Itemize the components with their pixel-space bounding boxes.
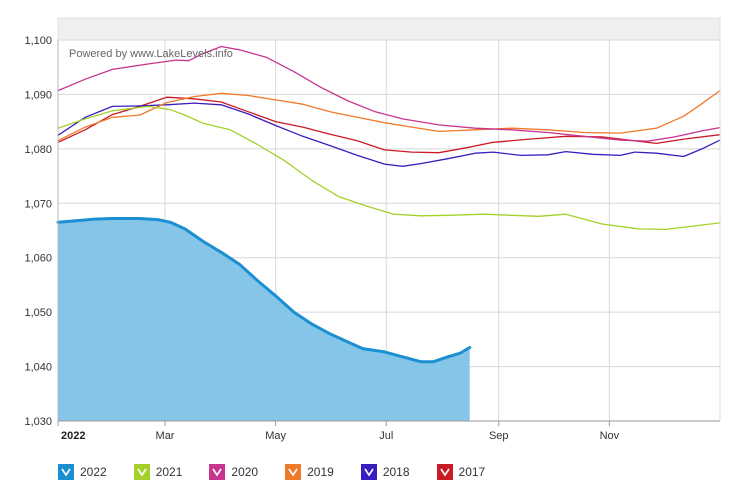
gridlines [57, 39, 720, 422]
y-tick-label: 1,100 [24, 35, 52, 47]
series-2018-line[interactable] [57, 102, 721, 167]
y-tick-label: 1,090 [24, 89, 52, 101]
series-layer [56, 45, 721, 421]
checkmark-icon [58, 464, 74, 480]
checkmark-icon [360, 464, 377, 480]
series-2019-line[interactable] [57, 89, 721, 142]
legend-label: 2017 [458, 465, 486, 479]
zoom-bar[interactable] [57, 17, 721, 41]
legend-item-2021[interactable]: 2021 [133, 464, 183, 480]
y-tick-label: 1,030 [24, 416, 52, 428]
series-2022-line[interactable] [56, 217, 472, 364]
legend-item-2018[interactable]: 2018 [360, 464, 410, 480]
x-tick-label: Jul [379, 430, 393, 442]
y-tick-label: 1,070 [24, 198, 52, 210]
x-tick-label: May [265, 430, 286, 442]
x-tick-label: Sep [489, 430, 509, 442]
x-tick-label: Nov [600, 430, 620, 442]
checkmark-icon [285, 464, 302, 480]
legend-label: 2020 [231, 465, 259, 479]
watermark: Powered by www.LakeLevels.info [69, 48, 233, 60]
y-tick-label: 1,050 [24, 307, 52, 319]
y-tick-label: 1,060 [24, 253, 52, 265]
checkmark-icon [436, 464, 453, 480]
lake-level-chart: 1,030 1,040 1,050 1,060 1,070 1,080 1,090 1,100… [24, 17, 721, 442]
x-tick-label: 2022 [61, 430, 85, 442]
series-2017-line[interactable] [57, 96, 721, 154]
series-2022-area [58, 218, 470, 421]
legend-item-2019[interactable]: 2019 [285, 464, 334, 480]
legend: 2022 2021 2020 2019 2018 2017 [58, 462, 512, 482]
legend-label: 2019 [307, 465, 334, 479]
series-2020-line[interactable] [57, 45, 721, 142]
legend-label: 2022 [80, 465, 107, 479]
legend-label: 2021 [155, 465, 183, 479]
axes: 1,030 1,040 1,050 1,060 1,070 1,080 1,090 1,100… [24, 35, 721, 442]
x-tick-label: Mar [156, 430, 175, 442]
legend-item-2020[interactable]: 2020 [209, 464, 258, 480]
y-tick-label: 1,040 [24, 362, 52, 374]
checkmark-icon [209, 464, 226, 480]
legend-label: 2018 [382, 465, 410, 479]
checkmark-icon [133, 464, 150, 480]
series-2021-line[interactable] [57, 105, 721, 231]
legend-item-2022[interactable]: 2022 [58, 464, 107, 480]
legend-item-2017[interactable]: 2017 [436, 464, 486, 480]
y-tick-label: 1,080 [24, 144, 52, 156]
